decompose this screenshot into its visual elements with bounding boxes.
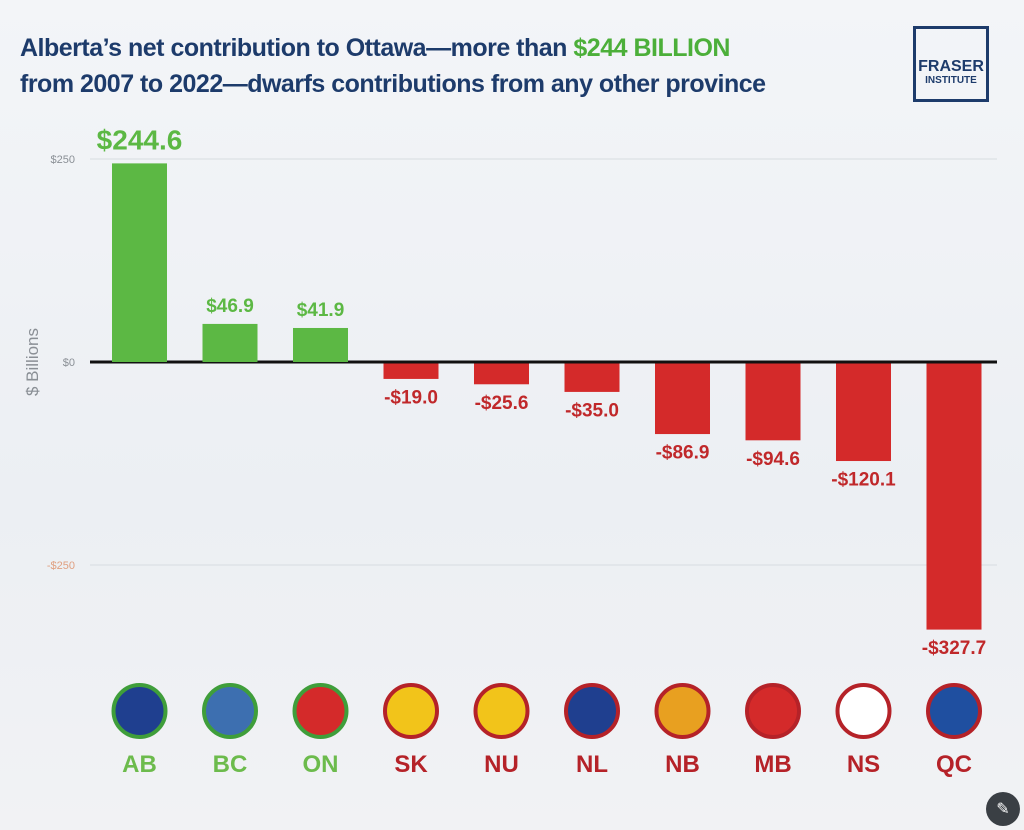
bar-SK — [383, 363, 439, 379]
data-label: -$19.0 — [384, 387, 438, 408]
data-label: -$25.6 — [475, 393, 529, 414]
x-tick-label: NU — [484, 751, 519, 778]
x-tick-label: ON — [303, 751, 339, 778]
data-label: -$86.9 — [656, 443, 710, 464]
flag-mb-icon — [745, 683, 801, 739]
flag-on-icon — [292, 683, 349, 739]
flag-nu-icon — [473, 683, 530, 739]
bar-NU — [474, 363, 529, 385]
title-line2: from 2007 to 2022—dwarfs contributions f… — [20, 70, 766, 98]
data-label: $46.9 — [206, 296, 254, 317]
flag-qc-icon — [926, 683, 982, 739]
data-label: -$327.7 — [922, 638, 986, 659]
y-tick-label: $0 — [63, 357, 75, 369]
bar-NL — [564, 363, 620, 392]
data-label: $244.6 — [97, 124, 183, 155]
bar-BC — [202, 323, 258, 362]
flag-sk-icon — [383, 683, 439, 739]
flag-ns-icon — [835, 683, 892, 739]
image-edit-icon: ✎ — [996, 801, 1010, 818]
x-tick-label: NB — [665, 751, 700, 778]
bar-QC — [926, 363, 982, 630]
bar-AB — [112, 163, 167, 362]
logo-line1: FRASER — [918, 58, 984, 75]
bar-NS — [836, 363, 891, 462]
bar-NB — [655, 363, 710, 435]
data-label: -$94.6 — [746, 449, 800, 470]
flag-nl-icon — [564, 683, 620, 739]
x-tick-label: NS — [847, 751, 880, 778]
x-tick-label: SK — [394, 751, 428, 778]
flag-bc-icon — [202, 683, 258, 739]
chart-title: Alberta’s net contribution to Ottawa—mor… — [20, 30, 766, 102]
x-tick-label: AB — [122, 751, 157, 778]
flag-nb-icon — [654, 683, 711, 739]
x-tick-label: QC — [936, 751, 972, 778]
title-line1: Alberta’s net contribution to Ottawa—mor… — [20, 34, 574, 62]
x-tick-label: MB — [754, 751, 791, 778]
title-highlight: $244 BILLION — [573, 34, 730, 62]
y-tick-label: $250 — [51, 154, 75, 166]
bar-ON — [293, 327, 348, 362]
data-label: -$35.0 — [565, 400, 619, 421]
x-tick-label: NL — [576, 751, 608, 778]
data-label: -$120.1 — [831, 470, 896, 491]
bar-MB — [745, 363, 801, 441]
x-tick-label: BC — [213, 751, 248, 778]
logo-line2: INSTITUTE — [925, 75, 977, 86]
edit-image-button[interactable]: ✎ — [986, 792, 1020, 826]
fraser-institute-logo: FRASER INSTITUTE — [913, 26, 989, 102]
flag-ab-icon — [111, 683, 168, 739]
data-label: $41.9 — [297, 300, 345, 321]
y-axis-label: $ Billions — [23, 328, 42, 396]
y-tick-label: -$250 — [47, 560, 75, 572]
